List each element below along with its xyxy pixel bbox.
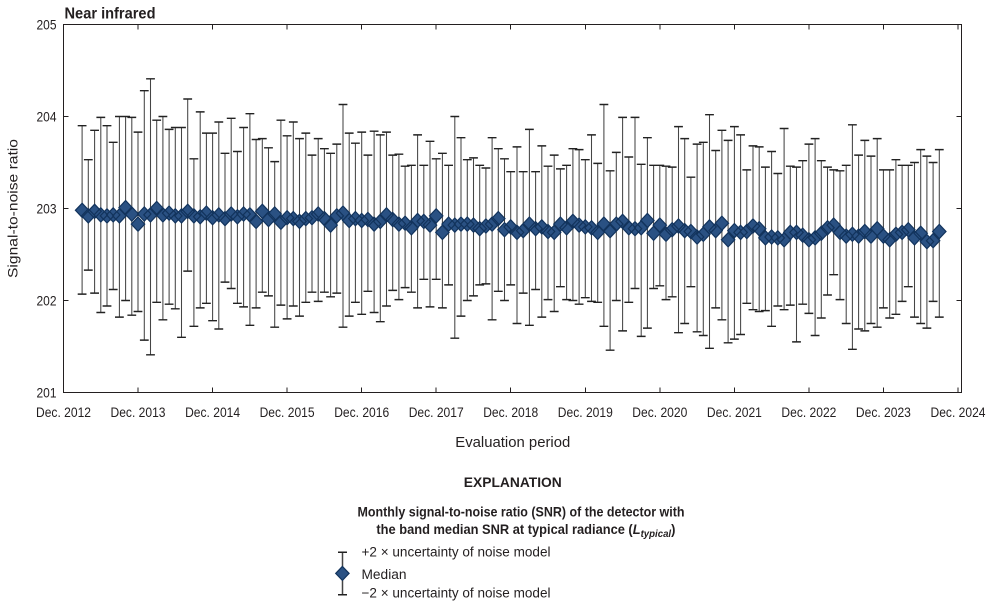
svg-text:Dec. 2023: Dec. 2023	[856, 404, 911, 420]
svg-text:Dec. 2017: Dec. 2017	[409, 404, 464, 420]
svg-text:205: 205	[37, 16, 57, 32]
svg-text:Dec. 2014: Dec. 2014	[185, 404, 240, 420]
svg-text:204: 204	[37, 108, 57, 124]
svg-text:Signal-to-noise ratio: Signal-to-noise ratio	[5, 139, 21, 278]
svg-text:Dec. 2016: Dec. 2016	[334, 404, 389, 420]
svg-text:+2 × uncertainty of noise mode: +2 × uncertainty of noise model	[362, 544, 551, 559]
svg-text:Dec. 2022: Dec. 2022	[781, 404, 836, 420]
svg-text:Evaluation period: Evaluation period	[455, 435, 570, 451]
svg-text:Dec. 2020: Dec. 2020	[632, 404, 687, 420]
svg-text:Dec. 2013: Dec. 2013	[111, 404, 166, 420]
svg-text:201: 201	[37, 384, 57, 400]
svg-text:203: 203	[37, 200, 57, 216]
svg-text:Dec. 2015: Dec. 2015	[260, 404, 315, 420]
svg-text:Monthly signal-to-noise ratio: Monthly signal-to-noise ratio (SNR) of t…	[358, 504, 685, 520]
svg-text:Dec. 2018: Dec. 2018	[483, 404, 538, 420]
svg-text:Median: Median	[362, 567, 407, 582]
svg-text:Dec. 2021: Dec. 2021	[707, 404, 762, 420]
svg-text:Dec. 2019: Dec. 2019	[558, 404, 613, 420]
svg-text:the band median SNR at typical: the band median SNR at typical radiance …	[376, 521, 675, 540]
svg-text:−2 × uncertainty of noise mode: −2 × uncertainty of noise model	[362, 586, 551, 601]
svg-text:Dec. 2024: Dec. 2024	[931, 404, 986, 420]
svg-text:Near infrared: Near infrared	[65, 6, 156, 23]
svg-text:202: 202	[37, 292, 57, 308]
svg-text:Dec. 2012: Dec. 2012	[36, 404, 91, 420]
svg-text:EXPLANATION: EXPLANATION	[464, 474, 562, 490]
